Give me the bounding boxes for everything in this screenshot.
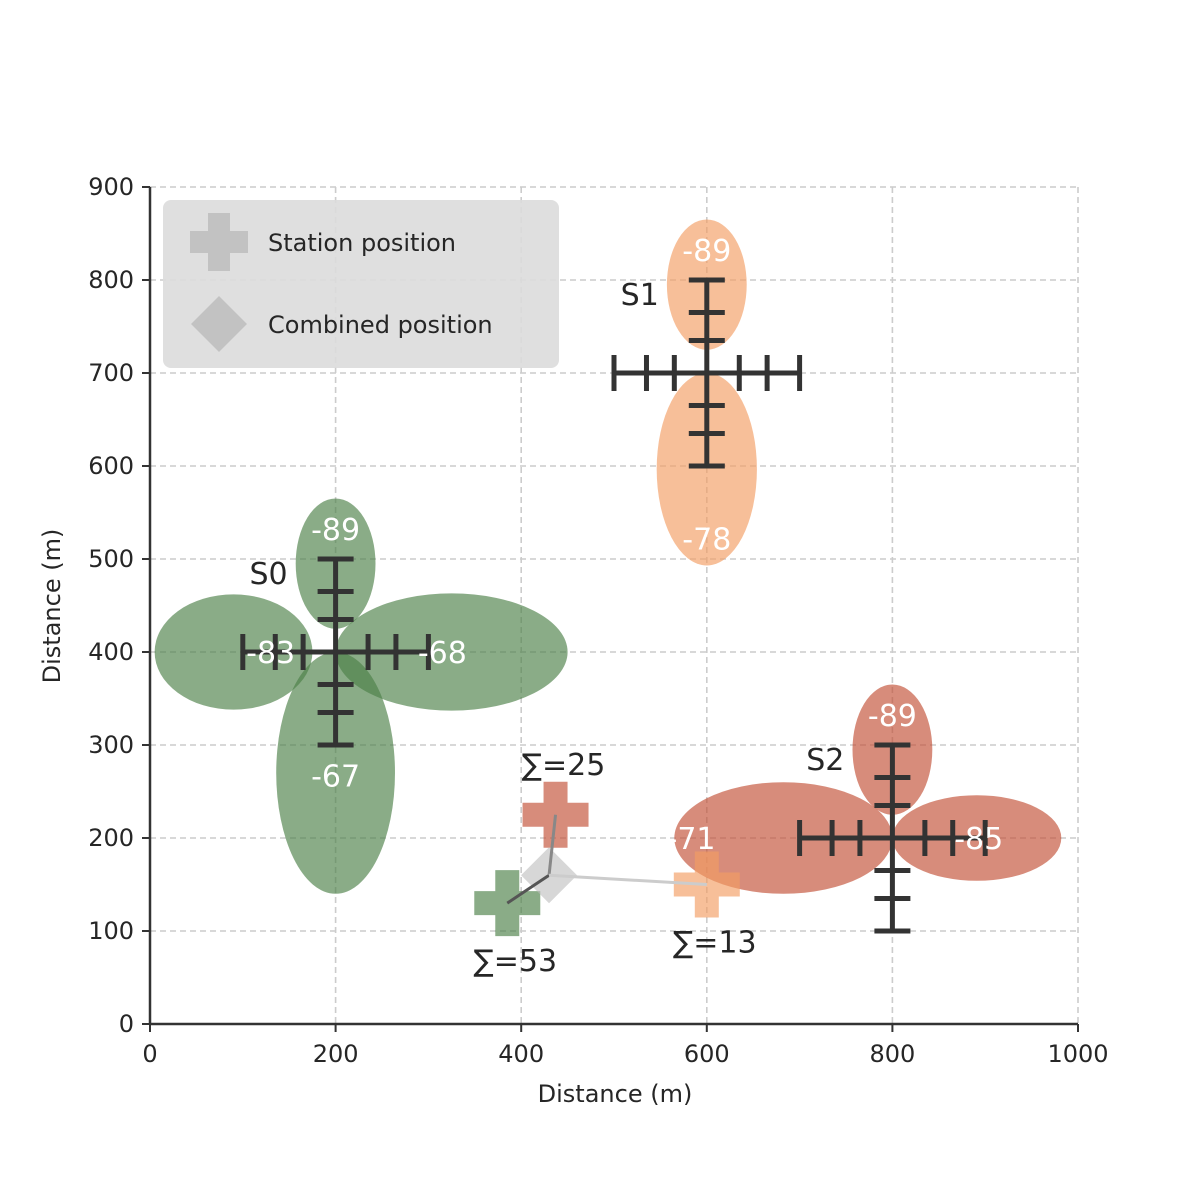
y-tick-label: 500 xyxy=(88,545,134,573)
estimate-label: ∑=25 xyxy=(522,748,606,783)
y-tick-label: 200 xyxy=(88,824,134,852)
y-tick-label: 900 xyxy=(88,173,134,201)
x-tick-label: 800 xyxy=(869,1040,915,1068)
y-tick-label: 600 xyxy=(88,452,134,480)
lobe-label-s2-left: -71 xyxy=(667,822,716,857)
y-tick-label: 100 xyxy=(88,917,134,945)
x-axis-label: Distance (m) xyxy=(538,1080,693,1108)
estimate-label: ∑=13 xyxy=(673,926,757,961)
x-tick-label: 0 xyxy=(142,1040,157,1068)
combined-link-line xyxy=(506,873,550,905)
estimates xyxy=(474,781,740,937)
crosshair-s0 xyxy=(240,556,431,748)
lobe-label-s1-up: -89 xyxy=(682,234,731,269)
x-tick-label: 600 xyxy=(684,1040,730,1068)
axes: 0 200 400 600 800 1000 0 100 200 300 400 500 600 700 8… xyxy=(88,173,1108,1068)
lobe-label-s0-up: -89 xyxy=(311,513,360,548)
crosshair-s2 xyxy=(797,742,988,934)
legend-plus-icon xyxy=(190,213,248,271)
y-tick-label: 700 xyxy=(88,359,134,387)
combined-link-line xyxy=(548,873,707,886)
station-label-s2: S2 xyxy=(806,743,844,778)
lobe-s0-left xyxy=(154,594,313,710)
legend-label: Combined position xyxy=(268,311,493,339)
x-tick-label: 200 xyxy=(313,1040,359,1068)
combined-link-line xyxy=(547,814,558,876)
crosshairs xyxy=(240,277,988,934)
legend-label: Station position xyxy=(268,229,456,257)
lobe-s1-down xyxy=(656,373,757,566)
lobe-label-s2-right: -85 xyxy=(954,822,1003,857)
legend-box xyxy=(163,200,559,368)
y-tick-label: 0 xyxy=(119,1010,134,1038)
lobe-label-s0-down: -67 xyxy=(311,760,360,795)
y-tick-label: 300 xyxy=(88,731,134,759)
labels: -89 -67 -83 -68 S0 -89 -78 S1 -89 -71 -85 S2 ∑=53 ∑=2… xyxy=(246,234,1003,979)
y-axis-label: Distance (m) xyxy=(38,529,66,684)
lobe-s2-left xyxy=(674,782,893,894)
crosshair-s1 xyxy=(611,277,803,469)
x-tick-label: 1000 xyxy=(1047,1040,1108,1068)
station-label-s0: S0 xyxy=(249,557,287,592)
lobe-s0-down xyxy=(276,652,395,894)
lobe-label-s2-up: -89 xyxy=(868,699,917,734)
lobe-label-s0-right: -68 xyxy=(418,636,467,671)
legend-diamond-icon xyxy=(191,296,247,352)
legend: Station position Combined position xyxy=(163,200,559,368)
lobe-label-s0-left: -83 xyxy=(246,636,295,671)
x-tick-label: 400 xyxy=(498,1040,544,1068)
y-tick-label: 800 xyxy=(88,266,134,294)
lobes xyxy=(154,219,1062,894)
lobe-s0-right xyxy=(335,593,568,711)
estimate-label: ∑=53 xyxy=(474,944,558,979)
lobe-label-s1-down: -78 xyxy=(682,523,731,558)
station-label-s1: S1 xyxy=(621,278,659,313)
y-tick-label: 400 xyxy=(88,638,134,666)
